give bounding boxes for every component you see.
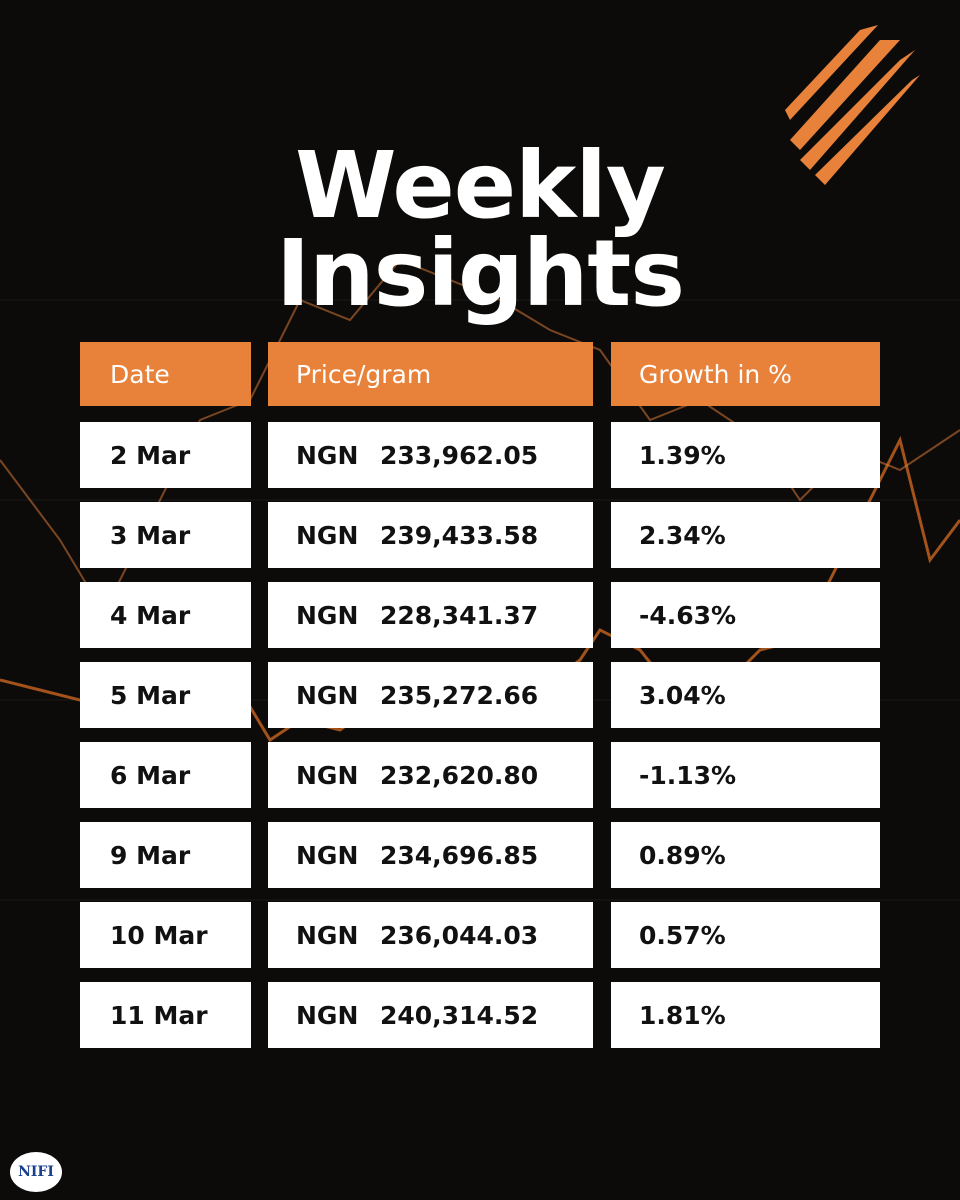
price: 236,044.03 bbox=[380, 920, 539, 950]
price-cell: NGN 236,044.03 bbox=[268, 902, 593, 968]
currency: NGN bbox=[296, 920, 359, 950]
price-cell: NGN 234,696.85 bbox=[268, 822, 593, 888]
growth-cell: 1.81% bbox=[611, 982, 880, 1048]
growth-cell: 1.39% bbox=[611, 422, 880, 488]
price-cell: NGN 232,620.80 bbox=[268, 742, 593, 808]
growth-cell: -1.13% bbox=[611, 742, 880, 808]
price: 239,433.58 bbox=[380, 520, 539, 550]
currency: NGN bbox=[296, 600, 359, 630]
date-cell: 9 Mar bbox=[80, 822, 251, 888]
header-cell: Growth in % bbox=[611, 342, 880, 406]
currency: NGN bbox=[296, 1000, 359, 1030]
price: 233,962.05 bbox=[380, 440, 539, 470]
currency: NGN bbox=[296, 760, 359, 790]
logo: NIFI bbox=[10, 1152, 62, 1192]
growth-cell: 3.04% bbox=[611, 662, 880, 728]
currency: NGN bbox=[296, 840, 359, 870]
growth-cell: 0.57% bbox=[611, 902, 880, 968]
price-cell: NGN 228,341.37 bbox=[268, 582, 593, 648]
currency: NGN bbox=[296, 520, 359, 550]
price: 234,696.85 bbox=[380, 840, 539, 870]
price-cell: NGN 240,314.52 bbox=[268, 982, 593, 1048]
growth-cell: 2.34% bbox=[611, 502, 880, 568]
date-cell: 2 Mar bbox=[80, 422, 251, 488]
title-line: Weekly bbox=[295, 132, 666, 239]
price: 228,341.37 bbox=[380, 600, 539, 630]
date-cell: 6 Mar bbox=[80, 742, 251, 808]
growth-cell: 0.89% bbox=[611, 822, 880, 888]
price-cell: NGN 233,962.05 bbox=[268, 422, 593, 488]
currency: NGN bbox=[296, 680, 359, 710]
title-line: Insights bbox=[275, 220, 685, 327]
price-cell: NGN 235,272.66 bbox=[268, 662, 593, 728]
date-cell: 3 Mar bbox=[80, 502, 251, 568]
price-cell: NGN 239,433.58 bbox=[268, 502, 593, 568]
date-cell: 10 Mar bbox=[80, 902, 251, 968]
header-cell: Price/gram bbox=[268, 342, 593, 406]
price: 240,314.52 bbox=[380, 1000, 539, 1030]
price: 232,620.80 bbox=[380, 760, 539, 790]
date-cell: 11 Mar bbox=[80, 982, 251, 1048]
date-cell: 5 Mar bbox=[80, 662, 251, 728]
date-cell: 4 Mar bbox=[80, 582, 251, 648]
currency: NGN bbox=[296, 440, 359, 470]
header-cell: Date bbox=[80, 342, 251, 406]
growth-cell: -4.63% bbox=[611, 582, 880, 648]
price: 235,272.66 bbox=[380, 680, 539, 710]
